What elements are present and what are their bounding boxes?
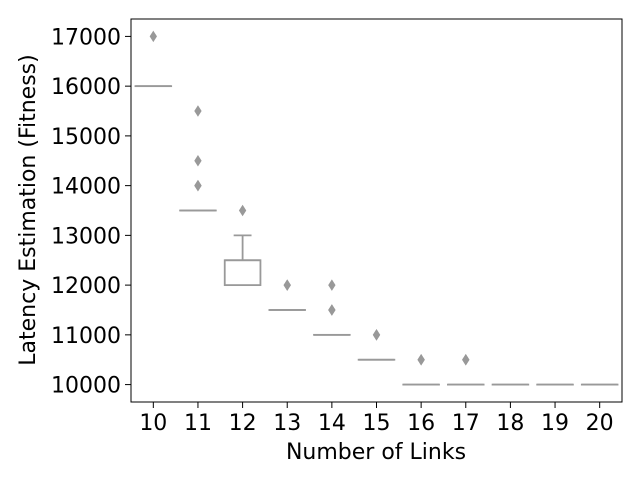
outlier-point [239, 206, 245, 216]
y-tick-label: 10000 [51, 374, 121, 399]
box-group-16 [403, 355, 439, 385]
outlier-point [195, 156, 201, 166]
x-tick-label: 17 [452, 411, 480, 436]
outlier-point [195, 106, 201, 116]
box-group-17 [448, 355, 484, 385]
box-group-14 [314, 280, 350, 335]
x-tick-label: 10 [139, 411, 167, 436]
x-tick-label: 13 [273, 411, 301, 436]
x-tick-label: 16 [407, 411, 435, 436]
outlier-point [150, 31, 156, 41]
x-tick-label: 12 [229, 411, 257, 436]
outlier-point [284, 280, 290, 290]
y-tick-label: 14000 [51, 175, 121, 200]
box-group-13 [269, 280, 305, 310]
y-tick-label: 13000 [51, 224, 121, 249]
outlier-point [329, 280, 335, 290]
y-tick-label: 17000 [51, 25, 121, 50]
y-tick-label: 16000 [51, 75, 121, 100]
y-tick-label: 11000 [51, 324, 121, 349]
y-tick-label: 15000 [51, 125, 121, 150]
box-group-15 [359, 330, 395, 360]
box-group-12 [225, 206, 261, 286]
outlier-point [463, 355, 469, 365]
box-group-10 [135, 31, 171, 86]
outlier-point [418, 355, 424, 365]
x-axis-label: Number of Links [286, 440, 466, 465]
x-tick-label: 18 [496, 411, 524, 436]
y-axis-label: Latency Estimation (Fitness) [16, 54, 41, 365]
outlier-point [373, 330, 379, 340]
axes-layer: 10000 11000 12000 13000 14000 15000 16000 17000… [51, 19, 622, 436]
x-tick-label: 11 [184, 411, 212, 436]
boxes-layer [135, 31, 617, 384]
x-tick-label: 19 [541, 411, 569, 436]
x-tick-label: 15 [363, 411, 391, 436]
outlier-point [329, 305, 335, 315]
y-tick-label: 12000 [51, 274, 121, 299]
x-tick-label: 20 [586, 411, 614, 436]
box-iqr [225, 260, 261, 285]
box-group-11 [180, 106, 216, 210]
outlier-point [195, 181, 201, 191]
x-tick-label: 14 [318, 411, 346, 436]
